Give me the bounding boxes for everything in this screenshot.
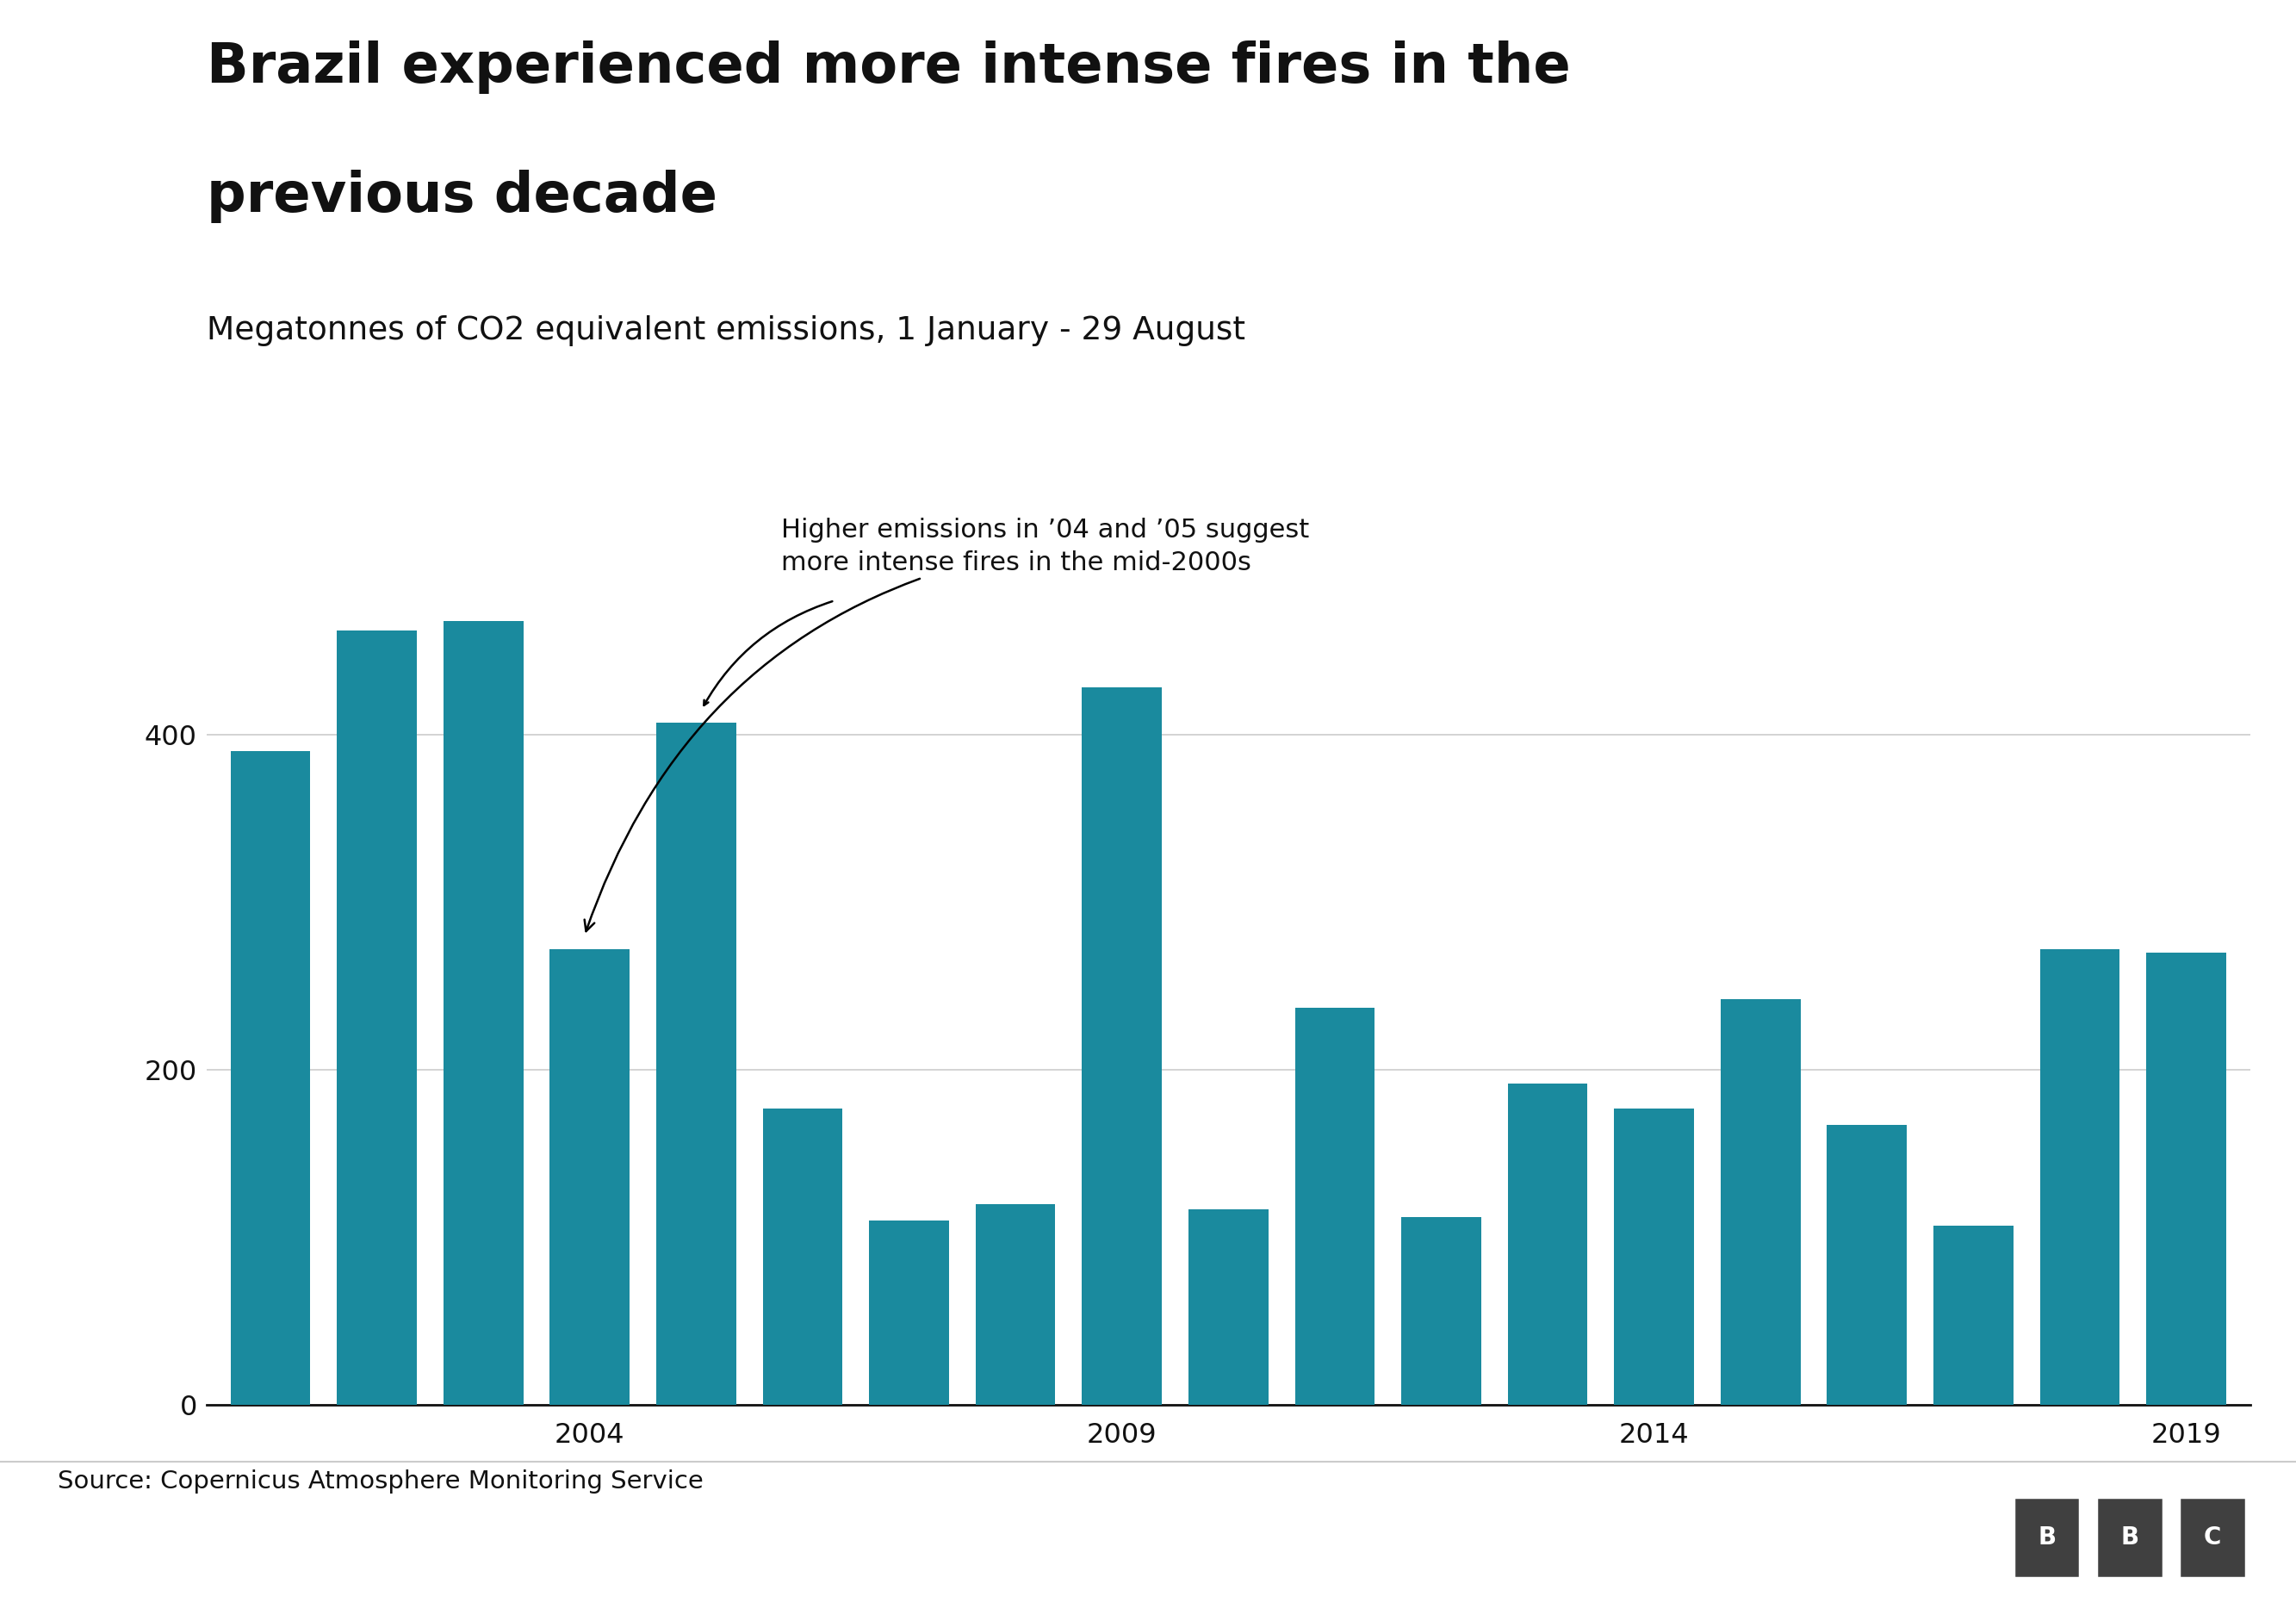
Bar	[1401, 1218, 1481, 1405]
Bar	[2096, 1497, 2163, 1578]
Text: C: C	[2204, 1526, 2220, 1549]
Bar	[1081, 688, 1162, 1405]
Bar	[1614, 1108, 1694, 1405]
Bar	[870, 1221, 948, 1405]
Bar	[443, 620, 523, 1405]
Bar	[976, 1203, 1056, 1405]
Text: Higher emissions in ’04 and ’05 suggest
more intense fires in the mid-2000s: Higher emissions in ’04 and ’05 suggest …	[585, 517, 1309, 932]
Text: Source: Copernicus Atmosphere Monitoring Service: Source: Copernicus Atmosphere Monitoring…	[57, 1470, 703, 1494]
Bar	[1295, 1008, 1375, 1405]
Bar	[2147, 953, 2227, 1405]
Text: Brazil experienced more intense fires in the: Brazil experienced more intense fires in…	[207, 40, 1570, 94]
Bar	[338, 631, 418, 1405]
Bar	[2179, 1497, 2245, 1578]
Bar	[1508, 1084, 1587, 1405]
Bar	[762, 1108, 843, 1405]
Text: B: B	[2039, 1526, 2055, 1549]
Bar	[230, 751, 310, 1405]
Text: B: B	[2122, 1526, 2138, 1549]
Bar	[1933, 1226, 2014, 1405]
Bar	[1720, 1000, 1800, 1405]
Text: Megatonnes of CO2 equivalent emissions, 1 January - 29 August: Megatonnes of CO2 equivalent emissions, …	[207, 315, 1244, 346]
Bar	[1828, 1126, 1908, 1405]
Bar	[657, 724, 737, 1405]
Bar	[2014, 1497, 2080, 1578]
Text: previous decade: previous decade	[207, 170, 716, 223]
Bar	[549, 950, 629, 1405]
Bar	[2039, 950, 2119, 1405]
Bar	[1189, 1210, 1267, 1405]
